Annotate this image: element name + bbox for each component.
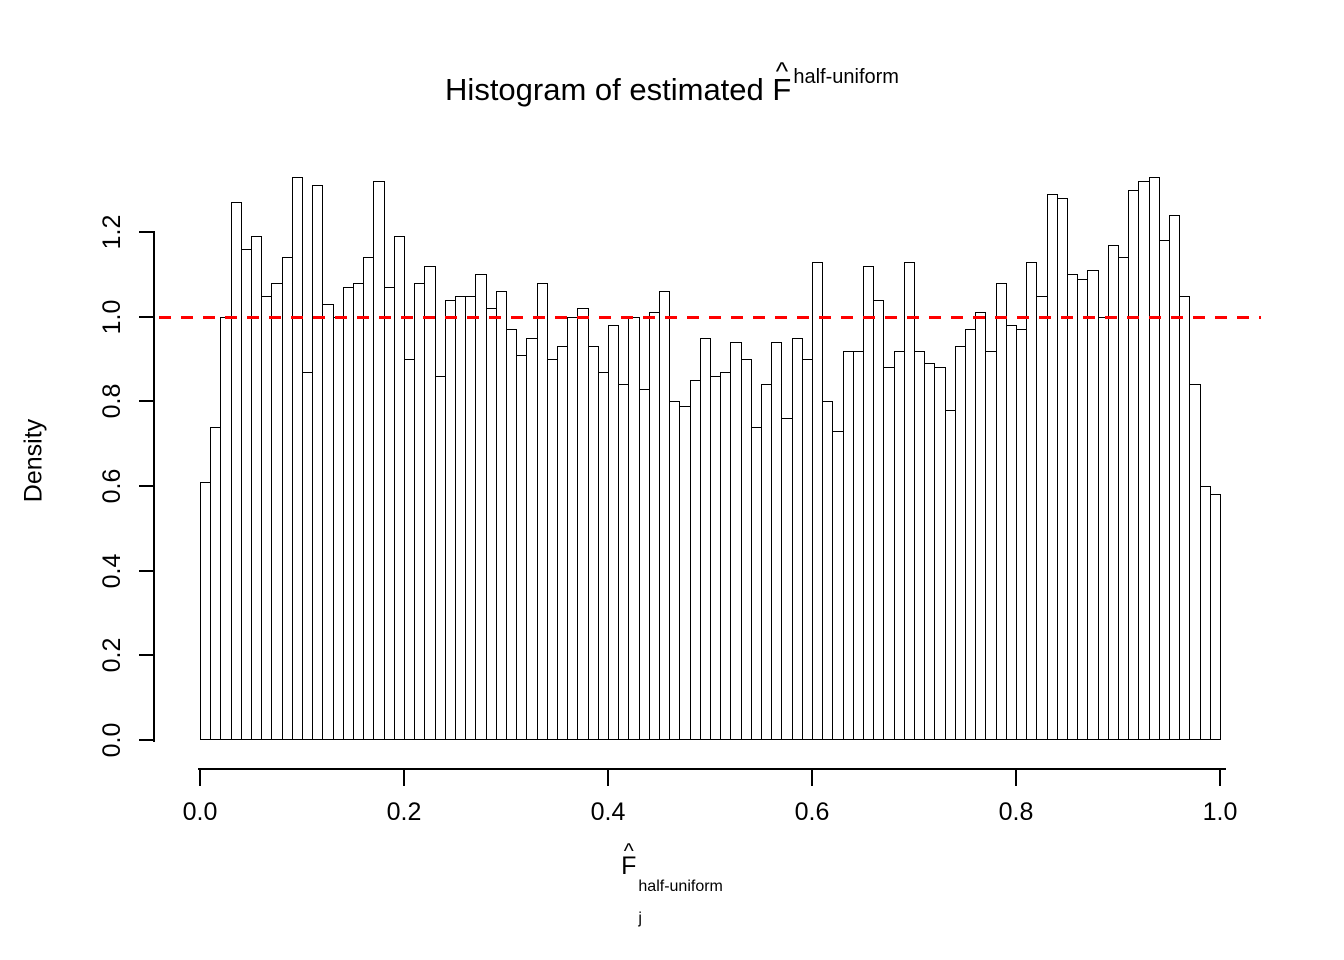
x-axis-line — [198, 768, 1226, 770]
y-tick-label: 0.6 — [98, 468, 126, 504]
x-axis-tick — [607, 768, 609, 786]
bars-layer — [200, 155, 1221, 740]
x-tick-label: 0.4 — [590, 798, 626, 826]
x-tick-label: 0.6 — [794, 798, 830, 826]
x-title-scripts: half-uniform j — [638, 879, 722, 927]
y-axis-tick — [139, 569, 155, 572]
x-axis-tick — [403, 768, 405, 786]
title-text: Histogram of estimated — [445, 72, 773, 107]
x-axis-tick — [811, 768, 813, 786]
histogram-bar — [1209, 494, 1221, 740]
y-axis-title: Density — [19, 418, 48, 503]
x-axis-tick — [1219, 768, 1221, 786]
title-superscript: half-uniform — [793, 66, 899, 88]
x-tick-label: 1.0 — [1202, 798, 1238, 826]
y-axis-tick — [139, 315, 155, 318]
x-f-hat-symbol: ^ F — [621, 840, 637, 881]
y-tick-label: 1.0 — [98, 299, 126, 335]
f-hat-symbol: ^ F — [772, 58, 792, 108]
x-title-subscript: j — [638, 910, 642, 927]
x-title-symbol: F — [621, 852, 637, 880]
y-tick-label: 0.4 — [98, 553, 126, 589]
x-tick-label: 0.8 — [998, 798, 1034, 826]
y-axis-tick — [139, 654, 155, 657]
y-axis-tick — [139, 400, 155, 403]
y-tick-label: 0.8 — [98, 383, 126, 419]
plot-area — [159, 155, 1261, 740]
reference-line — [159, 315, 1261, 319]
y-tick-label: 0.2 — [98, 637, 126, 673]
y-axis-tick — [139, 231, 155, 233]
x-axis-tick — [199, 768, 201, 786]
hat-accent-icon: ^ — [775, 56, 789, 87]
y-tick-label: 1.2 — [98, 214, 126, 250]
title-symbol: F — [772, 72, 792, 107]
x-hat-accent-icon: ^ — [623, 838, 634, 863]
y-axis-tick — [139, 739, 155, 741]
x-tick-label: 0.2 — [386, 798, 422, 826]
x-title-superscript: half-uniform — [638, 878, 723, 895]
x-axis-tick — [1015, 768, 1017, 786]
y-axis-tick — [139, 485, 155, 487]
y-tick-label: 0.0 — [98, 722, 126, 758]
x-tick-label: 0.0 — [182, 798, 218, 826]
